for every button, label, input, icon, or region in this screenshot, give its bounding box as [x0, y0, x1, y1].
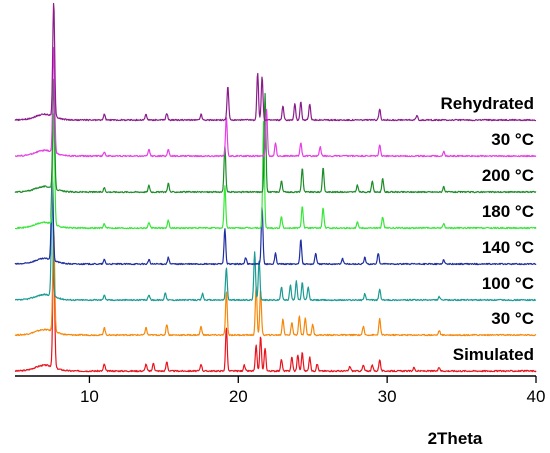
- x-tick-label: 40: [527, 387, 546, 406]
- x-tick-label: 20: [229, 387, 248, 406]
- series-label: 30 °C: [491, 309, 534, 328]
- series-traces: [14, 2, 537, 373]
- x-axis-ticks: 10 20 30 40: [80, 376, 545, 406]
- series-label: 180 °C: [482, 202, 534, 221]
- series-trace: [14, 251, 537, 373]
- series-trace: [14, 2, 537, 122]
- series-trace: [14, 47, 537, 158]
- series-trace: [14, 230, 537, 337]
- series-label: 100 °C: [482, 274, 534, 293]
- series-label: 140 °C: [482, 238, 534, 257]
- series-label: 30 °C: [491, 130, 534, 149]
- series-trace: [14, 195, 537, 302]
- x-tick-label: 30: [378, 387, 397, 406]
- series-labels: Simulated 30 °C 100 °C 140 °C 180 °C 200 °C 30…: [440, 94, 534, 364]
- series-label: Rehydrated: [440, 94, 534, 113]
- series-label: 200 °C: [482, 166, 534, 185]
- series-trace: [14, 174, 537, 266]
- series-trace: [14, 78, 537, 194]
- x-axis-title: 2Theta: [428, 429, 483, 448]
- series-trace: [14, 113, 537, 230]
- series-label: Simulated: [453, 345, 534, 364]
- x-tick-label: 10: [80, 387, 99, 406]
